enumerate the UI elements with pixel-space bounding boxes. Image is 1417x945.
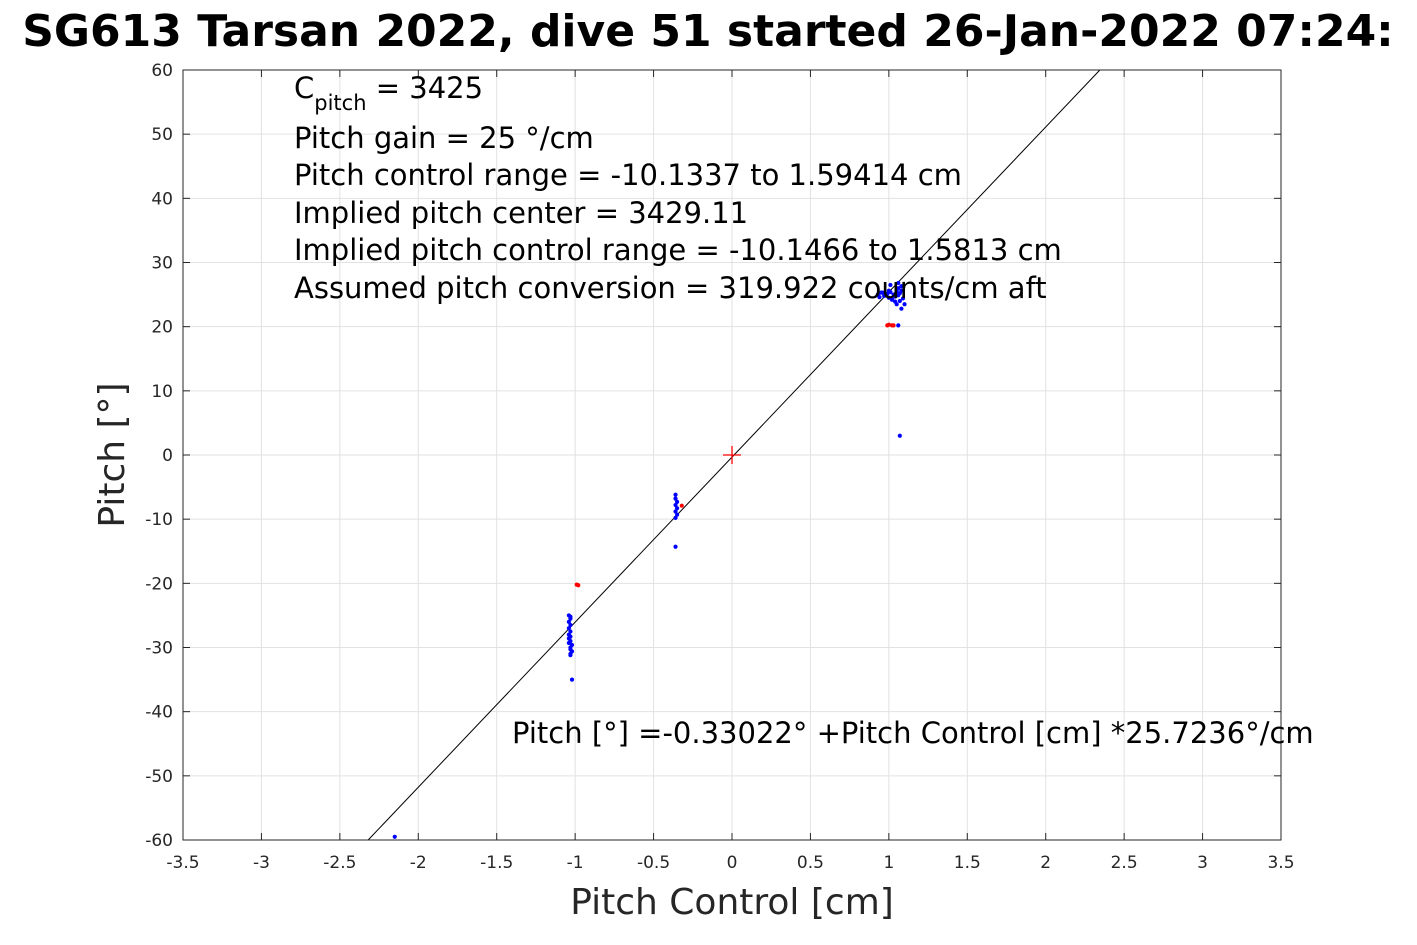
blue-data-point	[900, 296, 906, 301]
x-tick-label: 0	[727, 853, 738, 873]
x-tick-label: -2	[410, 853, 427, 873]
chart-title: SG613 Tarsan 2022, dive 51 started 26-Ja…	[22, 6, 1394, 57]
annotation-conversion: Assumed pitch conversion = 319.922 count…	[294, 271, 1047, 305]
blue-data-point	[568, 629, 573, 634]
y-tick-label: 20	[151, 318, 173, 338]
annotation-fit-equation: Pitch [°] =-0.33022° +Pitch Control [cm]…	[512, 716, 1314, 750]
annotation-c-pitch-value: = 3425	[367, 71, 484, 105]
blue-data-point	[896, 323, 901, 328]
blue-data-point	[569, 677, 575, 682]
y-tick-label: 30	[151, 254, 173, 274]
y-tick-label: -60	[145, 831, 173, 851]
red-data-point	[576, 583, 581, 588]
annotation-implied-range: Implied pitch control range = -10.1466 t…	[294, 233, 1062, 267]
x-tick-label: 2.5	[1111, 853, 1138, 873]
blue-data-point	[566, 626, 571, 631]
y-tick-label: 40	[151, 189, 173, 209]
annotation-implied-center: Implied pitch center = 3429.11	[294, 196, 748, 230]
y-axis-label: Pitch [°]	[92, 382, 133, 527]
blue-data-point	[673, 509, 678, 514]
x-tick-label: -1.5	[480, 853, 513, 873]
blue-data-point	[566, 640, 571, 646]
annotation-control-range: Pitch control range = -10.1337 to 1.5941…	[294, 158, 962, 192]
data-points	[392, 280, 907, 839]
x-tick-label: 2	[1040, 853, 1051, 873]
red-data-point	[886, 322, 891, 327]
blue-data-point	[886, 288, 891, 293]
blue-data-point	[675, 506, 680, 511]
blue-data-point	[568, 653, 573, 658]
blue-data-point	[897, 298, 902, 304]
blue-data-point	[902, 302, 907, 307]
x-tick-label: -2.5	[323, 853, 356, 873]
y-tick-label: -50	[145, 767, 173, 787]
y-tick-label: -10	[145, 510, 173, 530]
blue-data-point	[894, 289, 899, 294]
blue-data-point	[673, 515, 678, 520]
blue-data-point	[877, 295, 882, 300]
x-axis-label: Pitch Control [cm]	[570, 882, 894, 923]
blue-data-point	[673, 496, 678, 501]
red-data-point	[679, 503, 684, 508]
x-tick-label: -0.5	[637, 853, 670, 873]
blue-data-point	[893, 294, 898, 299]
blue-data-point	[896, 286, 901, 291]
annotation-c-pitch-subscript: pitch	[314, 91, 366, 115]
y-tick-label: -30	[145, 639, 173, 659]
x-tick-label: 3.5	[1267, 853, 1294, 873]
y-tick-label: -40	[145, 703, 173, 723]
y-tick-label: 60	[151, 61, 173, 81]
x-tick-label: -1	[567, 853, 584, 873]
blue-data-point	[675, 512, 680, 517]
x-tick-label: -3	[253, 853, 270, 873]
y-tick-label: -20	[145, 574, 173, 594]
x-tick-label: 1	[883, 853, 894, 873]
y-tick-label: 50	[151, 125, 173, 145]
blue-data-point	[899, 306, 904, 311]
red-data-point	[891, 323, 896, 328]
blue-data-point	[673, 492, 678, 497]
center-marker-group	[723, 446, 741, 464]
blue-data-point	[896, 280, 901, 286]
x-tick-label: -3.5	[166, 853, 199, 873]
blue-data-point	[568, 614, 573, 619]
blue-data-point	[897, 433, 902, 438]
blue-data-point	[675, 499, 680, 504]
blue-data-point	[899, 288, 904, 293]
blue-data-point	[880, 290, 885, 295]
annotation-c-pitch: Cpitch = 3425	[294, 71, 483, 115]
blue-data-point	[392, 834, 397, 839]
blue-data-point	[883, 293, 888, 298]
blue-data-point	[673, 502, 678, 508]
blue-data-point	[888, 282, 893, 288]
annotation-pitch-gain: Pitch gain = 25 °/cm	[294, 121, 594, 155]
y-tick-label: 0	[162, 446, 173, 466]
blue-data-point	[568, 622, 573, 628]
blue-data-point	[899, 284, 904, 289]
x-tick-label: 0.5	[797, 853, 824, 873]
blue-data-point	[566, 619, 571, 624]
blue-data-point	[894, 302, 899, 307]
blue-data-point	[673, 544, 678, 549]
annotation-c-pitch-main: C	[294, 71, 314, 105]
y-tick-label: 10	[151, 382, 173, 402]
blue-data-point	[889, 296, 895, 302]
axis-ticks: -3.5 -3 -2.5 -2 -1.5 -1 -0.5 0 0.5 1 1.5 2 2.5 3 3.5 -6…	[145, 61, 1294, 873]
blue-data-point	[886, 295, 891, 300]
x-tick-label: 3	[1197, 853, 1208, 873]
x-tick-label: 1.5	[954, 853, 981, 873]
